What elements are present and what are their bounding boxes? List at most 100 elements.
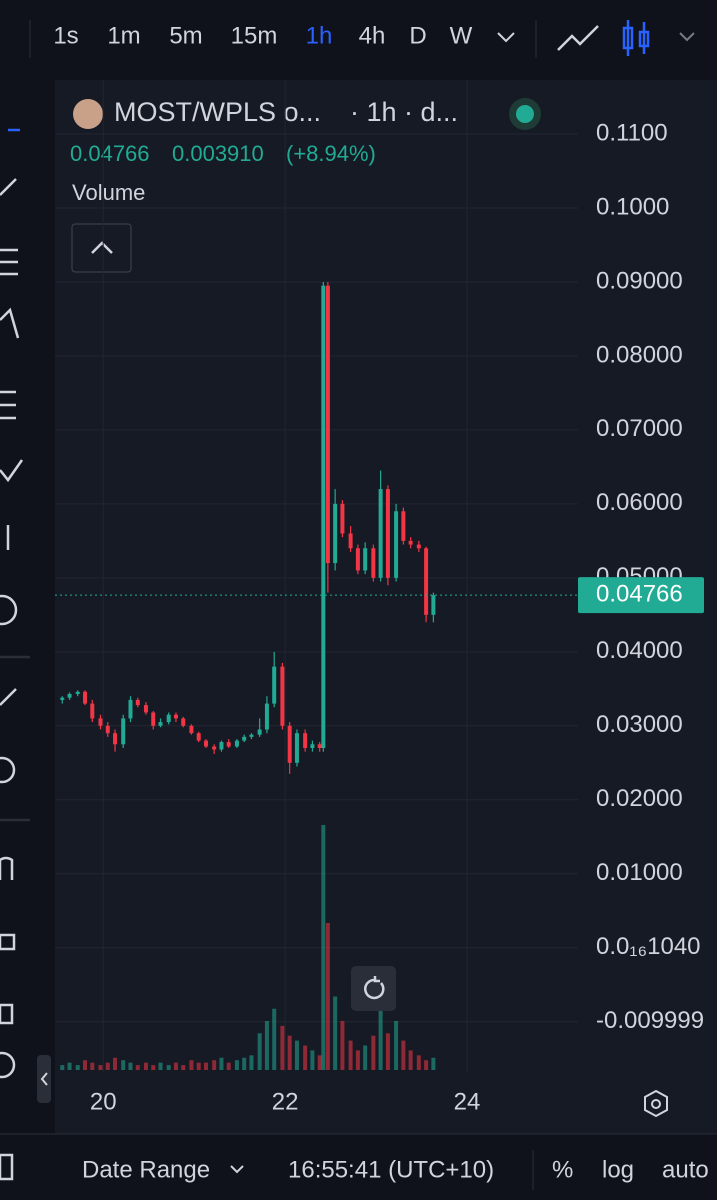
volume-bar [408,1050,413,1070]
timeframe[interactable]: 1s [53,22,78,49]
volume-label: Volume [72,180,145,205]
timeframe[interactable]: 1h [306,22,333,49]
candle-body [60,697,65,700]
y-tick-label: 0.04000 [596,637,683,664]
candle-body [143,705,148,713]
candle-body [303,733,308,748]
candle-body [272,666,277,704]
candle-body [98,718,103,726]
percent-toggle[interactable]: % [552,1156,573,1183]
candle-body [348,533,353,549]
auto-toggle[interactable]: auto [662,1156,709,1183]
timeframe[interactable]: D [409,22,426,49]
volume-bar [226,1062,231,1070]
collapse-button[interactable] [37,1055,51,1103]
candle-body [363,548,368,571]
collapse-icon [40,1072,48,1086]
volume-bar [173,1062,178,1070]
volume-bar [355,1050,360,1070]
y-tick-label: 0.0₁₆1040 [596,933,701,960]
candle-body [242,736,247,741]
y-tick-label: 0.01000 [596,859,683,886]
settings-icon [651,1099,661,1109]
candle-icon[interactable] [622,20,650,56]
volume-bar [385,1033,390,1070]
volume-bar [67,1062,72,1070]
timeframe[interactable]: 1m [107,22,140,49]
volume-bar [257,1033,262,1070]
volume-bar [189,1060,194,1070]
y-tick-label: 0.07000 [596,415,683,442]
volume-bar [287,1035,292,1070]
volume-bar [280,1025,285,1070]
candle-body [280,666,285,726]
symbol[interactable]: MOST/WPLS o... [114,97,321,127]
candle-body [321,285,326,748]
log-toggle[interactable]: log [602,1156,634,1183]
timeframe[interactable]: 15m [231,22,278,49]
volume-bar [378,1008,383,1070]
timeframe[interactable]: 5m [169,22,202,49]
volume-bar [264,1021,269,1070]
volume-bar [424,1060,429,1070]
volume-bar [203,1062,208,1070]
volume-bar [219,1057,224,1070]
dropdown-icon[interactable] [679,32,695,42]
candle-body [128,699,133,719]
volume-bar [75,1065,80,1070]
candle-body [189,725,194,734]
candle-body [325,285,330,564]
y-tick-label: 0.1000 [596,193,669,220]
candle-body [105,725,110,734]
volume-bar [128,1062,133,1070]
volume-bar [310,1050,315,1070]
volume-bar [135,1065,140,1070]
volume-bar [325,923,330,1070]
candle-body [113,733,118,745]
candle-body [378,489,383,578]
dropdown-icon [230,1165,244,1174]
reset-button[interactable] [351,966,396,1011]
volume-bar [143,1062,148,1070]
y-tick-label: 0.08000 [596,341,683,368]
x-tick-label: 20 [90,1088,117,1115]
volume-bar [317,1055,322,1070]
candle-body [394,511,399,578]
y-tick-label: 0.02000 [596,785,683,812]
y-tick-label: 0.1100 [596,119,668,146]
volume-bar [294,1040,299,1070]
volume-bar [83,1060,88,1070]
line-chart-icon[interactable] [557,25,599,51]
candle-body [135,699,140,706]
timeframe[interactable]: 4h [359,22,386,49]
volume-bar [60,1065,65,1070]
y-tick-label: -0.009999 [596,1007,704,1034]
candle-body [219,742,224,750]
candle-body [355,548,360,571]
x-tick-label: 24 [454,1088,481,1115]
volume-bar [340,1021,345,1070]
dropdown-icon[interactable] [497,32,515,43]
candle-body [431,595,436,615]
settings-icon[interactable] [644,1089,668,1118]
volume-bar [303,1045,308,1070]
candle-body [416,544,421,549]
candle-body [196,733,201,741]
volume-bar [158,1062,163,1070]
change: 0.003910 [172,141,264,166]
volume-bar [363,1045,368,1070]
candle-body [203,740,208,747]
candle-body [226,742,231,747]
y-tick-label: 0.09000 [596,267,683,294]
candle-body [75,691,80,694]
change-pct: (+8.94%) [286,141,376,166]
candle-body [340,503,345,534]
volume-bar [234,1060,239,1070]
timeframe[interactable]: W [450,22,473,49]
date-range[interactable]: Date Range [82,1156,210,1183]
candle-body [121,718,126,745]
volume-bar [105,1062,110,1070]
collapse-legend-button[interactable] [71,223,132,273]
avatar [73,99,103,129]
candle-body [234,740,239,747]
